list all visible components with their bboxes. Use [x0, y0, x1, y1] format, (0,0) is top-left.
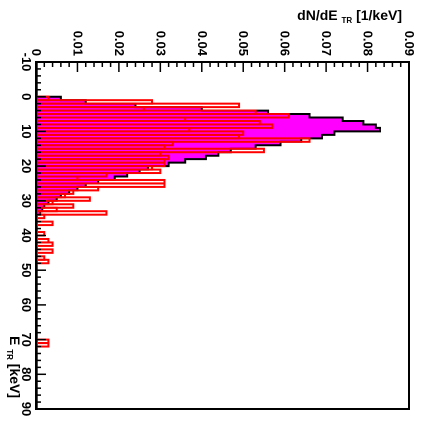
x-axis-title-sub: TR	[5, 349, 14, 360]
x-axis-title-unit: [keV]	[7, 364, 23, 398]
x-tick-label: 40	[19, 228, 34, 242]
x-tick-label: 80	[19, 367, 34, 381]
x-tick-label: 70	[19, 332, 34, 346]
y-tick-label: 0.04	[195, 31, 210, 57]
y-axis-title-main: dN/dE	[297, 7, 337, 23]
y-tick-label: 0.07	[319, 31, 334, 56]
y-axis-title: dN/dE TR [1/keV]	[297, 7, 402, 26]
y-tick-label: 0.06	[278, 31, 293, 56]
svg-text:dN/dE TR [1/keV]: dN/dE TR [1/keV]	[297, 7, 402, 26]
y-tick-label: 0	[29, 49, 44, 56]
y-axis-title-sub: TR	[342, 16, 353, 25]
x-tick-label: 50	[19, 263, 34, 277]
y-tick-label: 0.09	[402, 31, 417, 56]
x-axis-title-main: E	[7, 336, 23, 345]
x-tick-label: 10	[19, 124, 34, 138]
y-tick-label: 0.08	[361, 31, 376, 56]
x-tick-label: 0	[19, 93, 34, 100]
x-tick-label: 60	[19, 298, 34, 312]
axis-ticks	[35, 61, 410, 410]
y-axis-tick-labels: 0 0.01 0.02 0.03 0.04 0.05 0.06 0.07 0.08 0.09	[29, 31, 417, 57]
y-tick-label: 0.01	[70, 31, 85, 56]
svg-text:E TR [keV]: E TR [keV]	[4, 336, 23, 398]
x-axis-tick-labels: -10 0 10 20 30 40 50 60 70 80 90	[19, 53, 34, 417]
y-tick-label: 0.02	[112, 31, 127, 56]
x-tick-label: 90	[19, 402, 34, 416]
red-histogram-bin	[35, 210, 108, 216]
y-tick-label: 0.03	[153, 31, 168, 56]
red-outline-histogram	[35, 62, 311, 409]
x-tick-label: 30	[19, 194, 34, 208]
y-tick-label: 0.05	[236, 31, 251, 56]
x-tick-label: 20	[19, 159, 34, 173]
x-tick-label: -10	[19, 53, 34, 72]
y-axis-title-unit: [1/keV]	[356, 7, 402, 23]
x-axis-title: E TR [keV]	[4, 336, 23, 398]
